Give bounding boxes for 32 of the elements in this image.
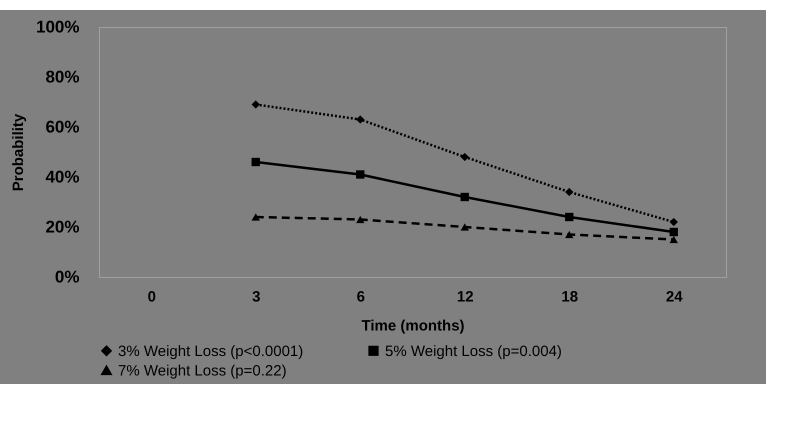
point: [356, 170, 364, 179]
point: [565, 212, 574, 222]
point: [356, 216, 364, 224]
point: [565, 188, 574, 196]
point: [565, 230, 574, 238]
point: [252, 158, 260, 166]
point: [460, 223, 469, 231]
y-tick-label: 60%: [45, 118, 80, 136]
legend-label: 5% Weight Loss (p=0.004): [385, 342, 562, 360]
y-tick-label: 100%: [36, 18, 80, 36]
point: [252, 213, 260, 221]
point: [460, 192, 469, 202]
y-tick-label: 20%: [45, 218, 80, 236]
legend-label: 7% Weight Loss (p=0.22): [118, 362, 287, 380]
x-tick-label: 6: [356, 288, 365, 306]
x-axis-title: Time (months): [361, 318, 465, 334]
x-tick-label: 12: [456, 288, 474, 306]
x-tick-label: 24: [666, 288, 684, 306]
y-tick-label: 40%: [45, 168, 80, 186]
y-axis-title: Probability: [10, 113, 28, 192]
x-tick-label: 3: [252, 288, 260, 306]
x-tick-label: 18: [561, 288, 578, 306]
point: [252, 100, 260, 109]
y-tick-label: 80%: [45, 68, 80, 86]
point: [670, 236, 678, 244]
point: [670, 228, 678, 236]
point: [356, 115, 364, 124]
point: [460, 152, 469, 162]
y-tick-label: 0%: [54, 268, 80, 286]
legend-label: 3% Weight Loss (p<0.0001): [118, 342, 304, 360]
x-tick-label: 0: [148, 288, 156, 306]
point: [670, 218, 678, 226]
